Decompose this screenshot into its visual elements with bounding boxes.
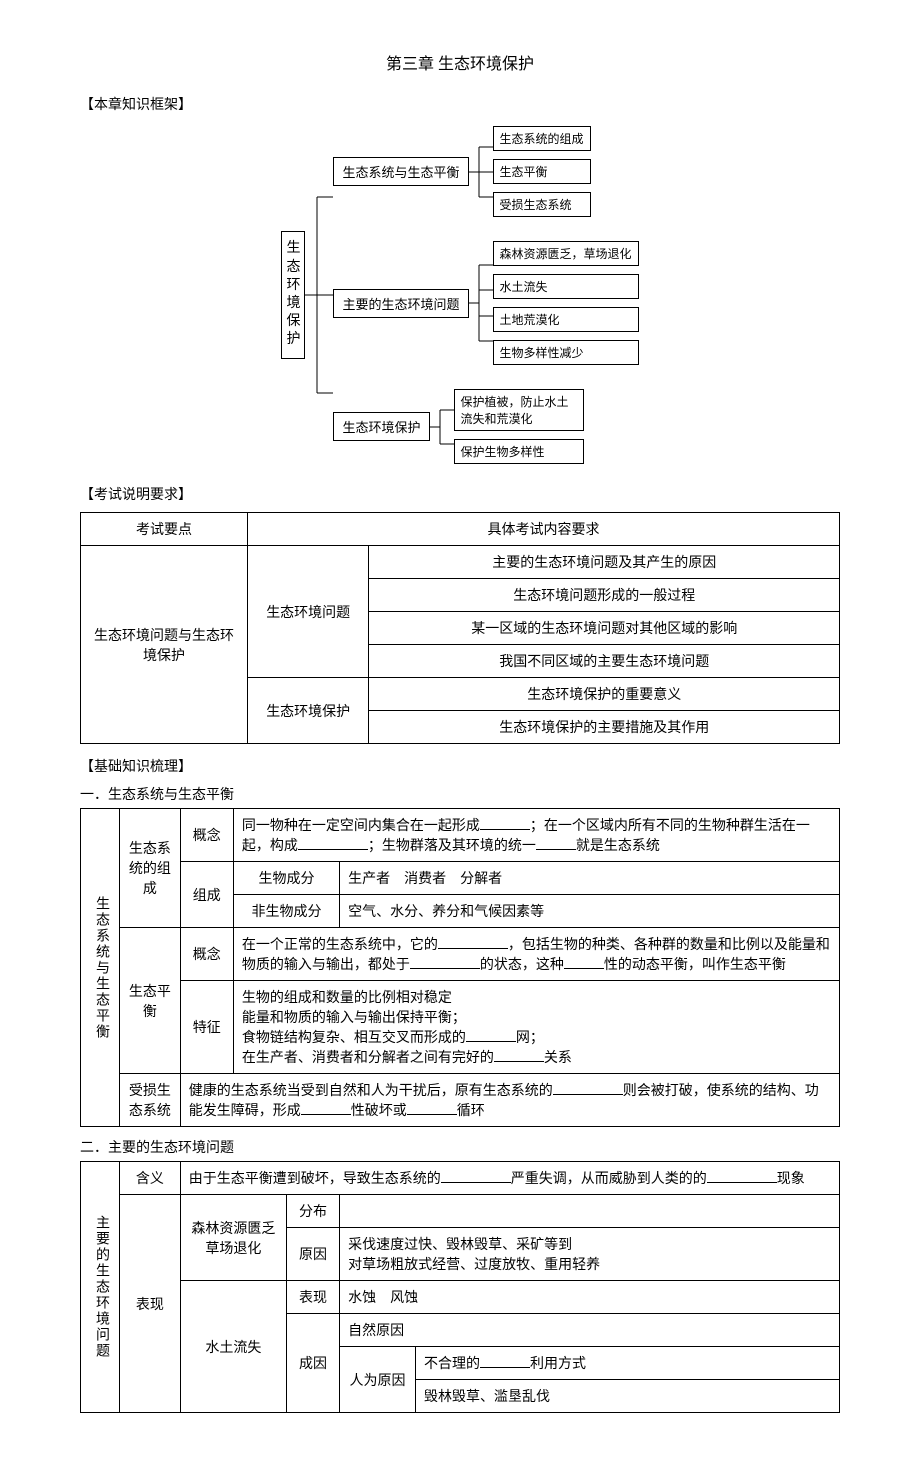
t1-r1-label: 生态系统的组成	[120, 809, 181, 928]
t2-r1-dist: 分布	[286, 1195, 339, 1228]
chapter-title: 第三章 生态环境保护	[80, 50, 840, 74]
t2-r2-hum: 人为原因	[340, 1347, 416, 1413]
heading-sec1: 一．生态系统与生态平衡	[80, 784, 840, 804]
t1-bio: 生物成分	[233, 862, 339, 895]
t2-meaning-text: 由于生态平衡遭到破坏，导致生态系统的严重失调，从而威胁到人类的的现象	[180, 1162, 839, 1195]
diagram-leaf: 森林资源匮乏，草场退化	[493, 241, 639, 266]
t1-root: 生态系统与生态平衡	[89, 896, 111, 1040]
exam-th-2: 具体考试内容要求	[247, 513, 839, 546]
t1-r2-concept-text: 在一个正常的生态系统中，它的，包括生物的种类、各种群的数量和比例以及能量和物质的…	[233, 928, 839, 981]
t2-r2-hum-l1: 不合理的利用方式	[415, 1347, 839, 1380]
heading-exam: 【考试说明要求】	[80, 484, 840, 504]
diagram-branch-1: 生态系统与生态平衡	[333, 157, 468, 186]
t2-r2-hum-l2: 毁林毁草、滥垦乱伐	[415, 1380, 839, 1413]
exam-item: 我国不同区域的主要生态环境问题	[369, 645, 840, 678]
exam-table: 考试要点 具体考试内容要求 生态环境问题与生态环境保护 生态环境问题 主要的生态…	[80, 512, 840, 744]
exam-item: 生态环境保护的主要措施及其作用	[369, 711, 840, 744]
diagram-leaf: 保护植被，防止水土流失和荒漠化	[454, 389, 584, 431]
table-ecosystem: 生态系统与生态平衡 生态系统的组成 概念 同一物种在一定空间内集合在一起形成；在…	[80, 808, 840, 1127]
t2-r1-cause: 原因	[286, 1228, 339, 1281]
diagram-leaf: 生物多样性减少	[493, 340, 639, 365]
bracket-icon	[469, 257, 493, 349]
t2-root: 主要的生态环境问题	[89, 1215, 111, 1359]
t1-r1-comp: 组成	[180, 862, 233, 928]
diagram-leaf: 水土流失	[493, 274, 639, 299]
diagram-leaf: 土地荒漠化	[493, 307, 639, 332]
t2-r2-cause: 成因	[286, 1314, 339, 1413]
diagram-leaf: 保护生物多样性	[454, 439, 584, 464]
exam-item: 主要的生态环境问题及其产生的原因	[369, 546, 840, 579]
t2-appear: 表现	[120, 1195, 181, 1413]
t1-abio-val: 空气、水分、养分和气候因素等	[340, 895, 840, 928]
exam-group-2: 生态环境保护	[247, 678, 368, 744]
diagram-leaf: 生态系统的组成	[493, 126, 591, 151]
t1-r2-feat: 特征	[180, 981, 233, 1074]
t1-r1-concept-text: 同一物种在一定空间内集合在一起形成；在一个区域内所有不同的生物种群生活在一起，构…	[233, 809, 839, 862]
diagram-root: 生态环境保护	[281, 231, 305, 358]
heading-framework: 【本章知识框架】	[80, 94, 840, 114]
exam-item: 生态环境问题形成的一般过程	[369, 579, 840, 612]
exam-group-1: 生态环境问题	[247, 546, 368, 678]
t2-r2-nat: 自然原因	[340, 1314, 840, 1347]
diagram-branch-3: 生态环境保护	[333, 412, 429, 441]
heading-basics: 【基础知识梳理】	[80, 756, 840, 776]
t1-r3-label: 受损生态系统	[120, 1074, 181, 1127]
t2-r2-appear-val: 水蚀 风蚀	[340, 1281, 840, 1314]
diagram-leaf: 生态平衡	[493, 159, 591, 184]
exam-rowlabel: 生态环境问题与生态环境保护	[81, 546, 248, 744]
framework-diagram: 生态环境保护 生态系统与生态平衡 生态系统的组成 生	[80, 124, 840, 466]
bracket-icon	[430, 400, 454, 454]
t1-r3-text: 健康的生态系统当受到自然和人为干扰后，原有生态系统的则会被打破，使系统的结构、功…	[180, 1074, 839, 1127]
t1-r2-feat-text: 生物的组成和数量的比例相对稳定 能量和物质的输入与输出保持平衡； 食物链结构复杂…	[233, 981, 839, 1074]
table-problems: 主要的生态环境问题 含义 由于生态平衡遭到破坏，导致生态系统的严重失调，从而威胁…	[80, 1161, 840, 1413]
diagram-branch-2: 主要的生态环境问题	[333, 289, 468, 318]
bracket-icon	[305, 165, 333, 425]
t1-r2-label: 生态平衡	[120, 928, 181, 1074]
t2-r1-label: 森林资源匮乏草场退化	[180, 1195, 286, 1281]
t2-r1-cause-text: 采伐速度过快、毁林毁草、采矿等到 对草场粗放式经营、过度放牧、重用轻养	[340, 1228, 840, 1281]
t2-r2-label: 水土流失	[180, 1281, 286, 1413]
bracket-icon	[469, 139, 493, 205]
diagram-leaf: 受损生态系统	[493, 192, 591, 217]
t1-bio-val: 生产者 消费者 分解者	[340, 862, 840, 895]
t1-abio: 非生物成分	[233, 895, 339, 928]
exam-item: 某一区域的生态环境问题对其他区域的影响	[369, 612, 840, 645]
t1-r2-concept: 概念	[180, 928, 233, 981]
exam-th-1: 考试要点	[81, 513, 248, 546]
t1-r1-concept: 概念	[180, 809, 233, 862]
heading-sec2: 二．主要的生态环境问题	[80, 1137, 840, 1157]
exam-item: 生态环境保护的重要意义	[369, 678, 840, 711]
t2-meaning: 含义	[120, 1162, 181, 1195]
t2-r2-appear: 表现	[286, 1281, 339, 1314]
